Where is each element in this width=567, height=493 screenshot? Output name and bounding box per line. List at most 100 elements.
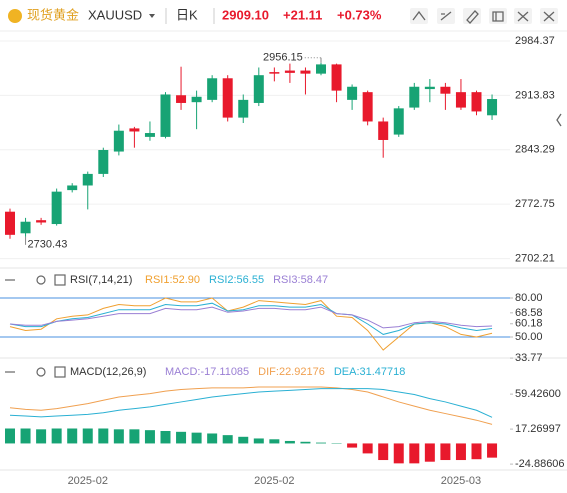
macd-bar — [409, 443, 420, 464]
settings-icon[interactable] — [54, 366, 66, 378]
macd-bar — [362, 443, 373, 454]
draw-icon[interactable] — [440, 11, 452, 21]
macd-bar — [144, 430, 155, 444]
macd-bar — [5, 428, 15, 444]
macd-bar — [176, 431, 187, 444]
macd-bar — [393, 443, 404, 464]
macd-line — [9, 388, 493, 418]
collapse-arrow[interactable] — [556, 113, 562, 127]
close-icon[interactable] — [543, 11, 555, 22]
candle-body — [5, 211, 15, 235]
candle-body — [207, 78, 218, 100]
macd-bar — [238, 436, 249, 444]
macd-bar — [347, 443, 358, 448]
candle-body — [440, 86, 451, 94]
instrument-name: 现货黄金 — [27, 7, 79, 22]
y-tick-label: 33.77 — [515, 352, 543, 364]
fullscreen-icon[interactable] — [517, 11, 529, 22]
macd-bar — [471, 443, 482, 460]
rsi-line — [9, 306, 493, 329]
macd-line — [9, 386, 493, 425]
candle-body — [487, 99, 498, 116]
y-tick-label: 68.58 — [515, 307, 543, 319]
candle-body — [20, 221, 31, 234]
y-tick-label: 2702.21 — [515, 252, 555, 264]
macd-bar — [129, 429, 140, 444]
x-tick-label: 2025-03 — [441, 475, 481, 487]
dropdown-arrow[interactable] — [149, 14, 155, 18]
annotation: 2956.15 — [263, 52, 303, 64]
candle-body — [98, 150, 109, 174]
candle-body — [67, 185, 78, 191]
macd-bar — [300, 441, 311, 444]
settings-icon[interactable] — [54, 274, 66, 286]
indicator-title: RSI(7,14,21) — [70, 274, 132, 286]
tool-button[interactable] — [410, 8, 428, 24]
candle-body — [316, 64, 326, 74]
change-pct: +0.73% — [337, 7, 382, 22]
visibility-icon[interactable] — [36, 367, 46, 377]
macd-bar — [191, 432, 202, 444]
candle-body — [51, 191, 62, 225]
candle-body — [409, 86, 420, 108]
indicator-icon[interactable] — [412, 10, 426, 21]
macd-bar — [253, 438, 264, 444]
symbol[interactable]: XAUUSD — [88, 7, 142, 22]
macd-bar — [269, 439, 280, 444]
y-tick-label: 50.00 — [515, 331, 543, 343]
candle-body — [144, 133, 155, 137]
macd-bar — [98, 428, 109, 444]
candle-body — [160, 94, 171, 137]
annotation: 2730.43 — [28, 239, 68, 251]
layout-icon[interactable] — [492, 11, 504, 22]
y-tick-label: 2843.29 — [515, 144, 555, 156]
macd-bar — [455, 443, 466, 461]
visibility-icon[interactable] — [36, 275, 46, 285]
macd-bar — [207, 433, 218, 444]
change: +21.11 — [283, 7, 322, 22]
macd-bar — [378, 443, 389, 461]
y-tick-label: 80.00 — [515, 292, 543, 304]
x-tick-label: 2025-02 — [254, 475, 294, 487]
indicator-title: MACD(12,26,9) — [70, 366, 146, 378]
candle-body — [378, 121, 389, 140]
macd-bar — [424, 443, 435, 462]
candle-body — [331, 64, 342, 91]
legend-entry: DIF:22.92176 — [258, 366, 325, 378]
candle-body — [393, 108, 404, 135]
legend-entry: RSI1:52.90 — [145, 274, 200, 286]
y-tick-label: 2984.37 — [515, 35, 555, 47]
y-tick-label: 17.26997 — [515, 423, 561, 435]
candle-body — [191, 96, 202, 103]
y-tick-label: 2913.83 — [515, 89, 555, 101]
y-tick-label: 59.42600 — [515, 388, 561, 400]
rsi-line — [9, 297, 493, 351]
candle-body — [36, 220, 47, 223]
candle-body — [362, 92, 373, 122]
candle-body — [269, 72, 280, 74]
macd-bar — [160, 430, 171, 444]
legend-entry: DEA:31.47718 — [334, 366, 406, 378]
macd-bar — [67, 428, 78, 444]
candle-body — [113, 130, 124, 152]
pen-icon[interactable] — [466, 10, 479, 24]
candle-body — [238, 99, 249, 118]
macd-bar — [82, 428, 93, 444]
legend-entry: RSI2:56.55 — [209, 274, 264, 286]
period[interactable]: 日K — [176, 7, 198, 22]
macd-bar — [113, 429, 124, 444]
candle-body — [129, 128, 140, 132]
candle-body — [455, 92, 466, 108]
macd-bar — [20, 428, 31, 444]
macd-bar — [440, 443, 451, 461]
y-tick-label: 2772.75 — [515, 198, 555, 210]
candle-body — [347, 86, 358, 100]
legend-entry: RSI3:58.47 — [273, 274, 328, 286]
candle-body — [253, 75, 264, 103]
y-tick-label: -24.88606 — [515, 458, 565, 470]
candle-body — [82, 173, 93, 186]
price: 2909.10 — [222, 7, 269, 22]
candle-body — [471, 92, 482, 112]
